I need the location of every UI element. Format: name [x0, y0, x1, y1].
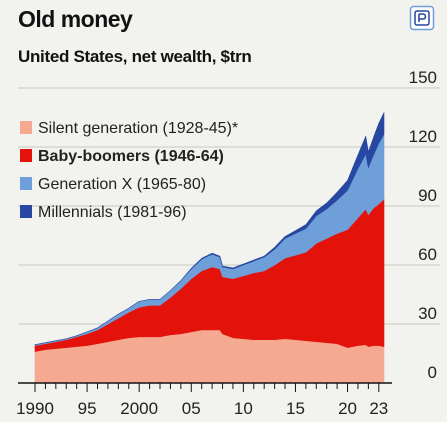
x-tick-label-20: 20: [338, 399, 357, 418]
y-axis-ticks: 0 30 60 90 120 150: [409, 68, 437, 382]
y-tick-label-150: 150: [409, 68, 437, 87]
x-tick-label-23: 23: [369, 399, 388, 418]
x-axis: [18, 382, 392, 392]
x-tick-label-1990: 1990: [16, 399, 54, 418]
y-tick-label-90: 90: [418, 186, 437, 205]
x-tick-label-2000: 2000: [120, 399, 158, 418]
x-axis-ticks: 1990 95 2000 05 10 15 20 23: [16, 399, 388, 418]
y-tick-label-0: 0: [428, 363, 437, 382]
legend-label-millennials: Millennials (1981-96): [38, 204, 187, 221]
legend-label-silent: Silent generation (1928-45)*: [38, 120, 238, 137]
legend-swatch-boomers: [20, 149, 32, 162]
chart-title: Old money: [18, 6, 133, 32]
legend-label-genx: Generation X (1965-80): [38, 176, 206, 193]
y-tick-label-60: 60: [418, 245, 437, 264]
interactive-widget-icon[interactable]: [409, 5, 435, 31]
legend-swatch-millennials: [20, 205, 32, 218]
legend-swatch-silent: [20, 121, 32, 134]
x-tick-label-10: 10: [234, 399, 253, 418]
stacked-areas: [34, 112, 385, 384]
y-tick-label-120: 120: [409, 127, 437, 146]
legend-label-boomers: Baby-boomers (1946-64): [38, 148, 224, 165]
legend: Silent generation (1928-45)* Baby-boomers…: [20, 120, 238, 221]
area-millennials: [34, 112, 385, 345]
x-tick-label-15: 15: [286, 399, 305, 418]
y-tick-label-30: 30: [418, 304, 437, 323]
x-tick-label-95: 95: [78, 399, 97, 418]
legend-swatch-genx: [20, 177, 32, 190]
x-tick-label-05: 05: [182, 399, 201, 418]
chart-subtitle: United States, net wealth, $trn: [18, 47, 252, 66]
